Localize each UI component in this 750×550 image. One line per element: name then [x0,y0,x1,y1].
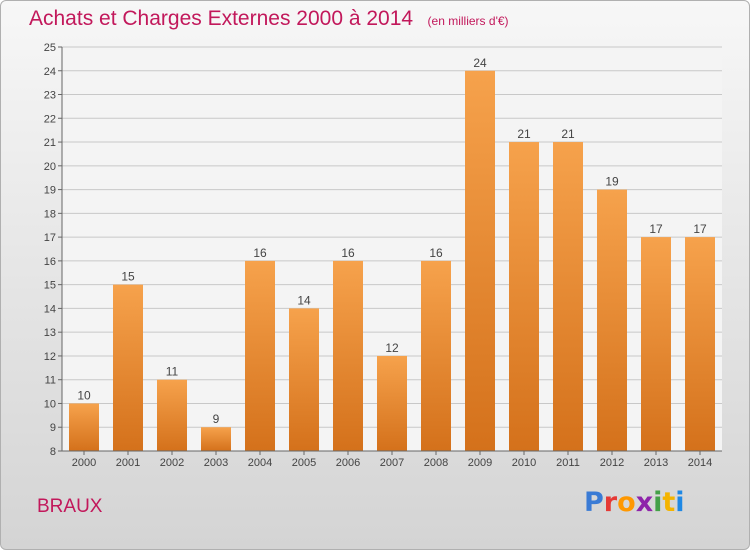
title-row: Achats et Charges Externes 2000 à 2014 (… [29,7,509,31]
brand-letter: t [662,487,676,518]
y-tick-label: 16 [44,256,56,268]
y-tick-label: 10 [44,398,56,410]
bar-2000 [69,403,99,451]
data-label-2000: 10 [77,388,91,402]
data-label-2004: 16 [253,246,267,260]
data-label-2003: 9 [213,412,220,426]
chart-subtitle: (en milliers d'€) [427,14,509,28]
data-label-2001: 15 [121,270,135,284]
brand-letter: i [675,487,685,518]
bar-2010 [509,142,539,451]
bar-2002 [157,379,187,451]
bar-2004 [245,260,275,451]
bars [69,70,715,451]
y-tick-label: 17 [44,232,56,244]
y-tick-label: 12 [44,351,56,363]
x-tick-label-2001: 2001 [116,457,140,469]
bar-2006 [333,260,363,451]
x-tick-label-2011: 2011 [556,457,580,469]
x-tick-label-2014: 2014 [688,457,712,469]
y-tick-label: 18 [44,208,56,220]
data-label-2009: 24 [473,56,487,70]
axes: 8 9 10 11 12 13 14 15 16 17 18 19 20 21 22 23 24 25 2000 20… [44,42,722,469]
bar-2003 [201,427,231,451]
data-label-2002: 11 [166,365,179,379]
brand-letter: x [635,487,654,518]
bar-2008 [421,260,451,451]
y-tick-label: 21 [44,137,56,149]
y-tick-label: 13 [44,327,56,339]
x-tick-label-2006: 2006 [336,457,360,469]
bar-2012 [597,189,627,451]
y-tick-label: 22 [44,113,56,125]
data-labels: 10 15 11 9 16 14 16 12 16 24 21 21 19 17 17 [77,56,707,426]
x-tick-label-2010: 2010 [512,457,536,469]
data-label-2007: 12 [385,341,399,355]
x-tick-label-2008: 2008 [424,457,448,469]
y-tick-label: 15 [44,280,56,292]
y-tick-label: 24 [44,66,56,78]
bar-2001 [113,284,143,451]
brand-letter: i [653,487,663,518]
chart-title: Achats et Charges Externes 2000 à 2014 [29,7,414,30]
y-tick-label: 25 [44,42,56,54]
data-label-2005: 14 [297,293,311,307]
y-tick-label: 11 [45,375,56,387]
bar-2014 [685,237,715,451]
data-label-2012: 19 [605,175,619,189]
x-tick-label-2002: 2002 [160,457,184,469]
x-tick-label-2005: 2005 [292,457,316,469]
y-tick-label: 14 [44,303,56,315]
y-tick-label: 20 [44,161,56,173]
brand-letter: P [584,487,604,518]
y-tick-label: 8 [50,446,56,458]
bar-2009 [465,70,495,451]
brand-letter: o [617,487,636,518]
commune-name: BRAUX [37,496,103,517]
data-label-2011: 21 [561,127,575,141]
data-label-2013: 17 [649,222,663,236]
x-tick-label-2012: 2012 [600,457,624,469]
bar-2005 [289,308,319,451]
x-tick-label-2007: 2007 [380,457,404,469]
brand-letter: r [603,487,618,518]
y-tick-label: 19 [44,185,56,197]
y-tick-label: 9 [50,422,56,434]
data-label-2014: 17 [693,222,707,236]
bar-2013 [641,237,671,451]
bar-2007 [377,355,407,451]
data-label-2010: 21 [517,127,531,141]
x-tick-label-2004: 2004 [248,457,272,469]
x-tick-label-2013: 2013 [644,457,668,469]
bar-2011 [553,142,583,451]
data-label-2008: 16 [429,246,443,260]
data-label-2006: 16 [341,246,355,260]
y-tick-label: 23 [44,90,56,102]
brand-logo: Proxiti [584,487,685,518]
x-tick-label-2003: 2003 [204,457,228,469]
x-tick-label-2009: 2009 [468,457,492,469]
x-tick-label-2000: 2000 [72,457,96,469]
